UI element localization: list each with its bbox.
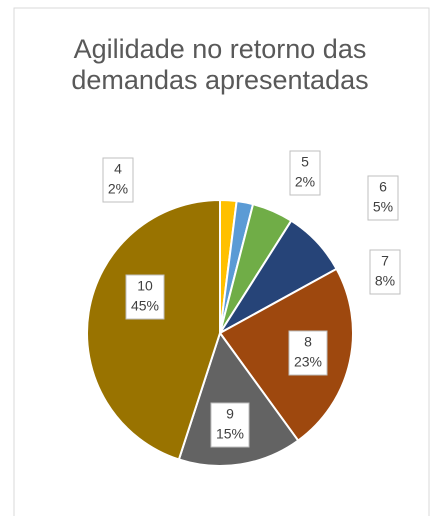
data-label-value: 23% (294, 354, 322, 370)
pie-slice (218, 267, 354, 442)
data-label-value: 2% (108, 181, 128, 197)
data-label-value: 45% (131, 298, 159, 314)
pie-slice (86, 198, 221, 461)
data-label-category: 8 (304, 334, 312, 350)
pie-slice (177, 330, 300, 467)
data-label-box (288, 330, 328, 376)
data-label-value: 8% (375, 273, 395, 289)
data-label-value: 15% (216, 426, 244, 442)
chart-border (13, 7, 430, 516)
data-label-box (369, 249, 401, 295)
data-label-category: 9 (226, 406, 234, 422)
data-label-box (102, 157, 134, 203)
data-label-category: 6 (379, 179, 387, 195)
data-label-box (125, 274, 165, 320)
data-label-value: 2% (295, 174, 315, 190)
data-label-category: 7 (381, 253, 389, 269)
data-label-value: 5% (373, 199, 393, 215)
data-label-category: 10 (137, 278, 153, 294)
data-label-category: 4 (114, 161, 122, 177)
chart-title: Agilidade no retorno das demandas aprese… (71, 34, 369, 95)
data-label-box (289, 150, 321, 196)
data-label-category: 5 (301, 154, 309, 170)
data-label-box (210, 402, 250, 448)
data-label-box (367, 175, 399, 221)
